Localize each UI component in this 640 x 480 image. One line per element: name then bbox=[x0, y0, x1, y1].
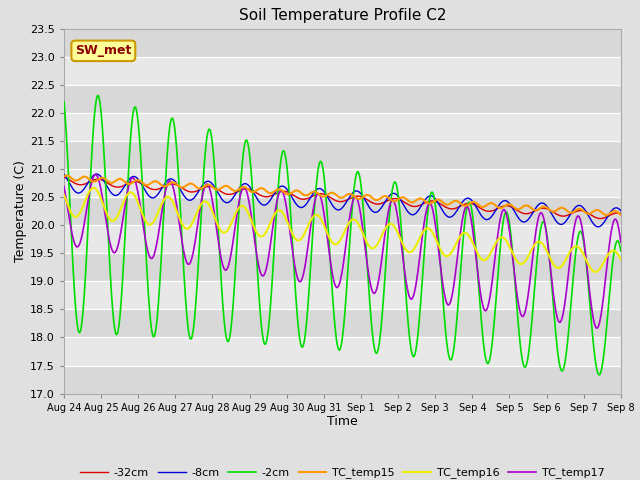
-8cm bbox=[297, 204, 305, 210]
-32cm bbox=[296, 196, 304, 202]
-2cm bbox=[617, 248, 625, 254]
-2cm bbox=[308, 240, 316, 245]
TC_temp17 bbox=[92, 172, 99, 178]
Line: -2cm: -2cm bbox=[64, 96, 621, 375]
-8cm bbox=[126, 175, 134, 181]
Bar bbox=[64, 253, 621, 281]
TC_temp16 bbox=[617, 256, 625, 262]
-8cm bbox=[318, 187, 326, 192]
Bar bbox=[64, 113, 621, 141]
-2cm bbox=[126, 141, 134, 147]
TC_temp15 bbox=[104, 178, 111, 184]
TC_temp15 bbox=[617, 212, 625, 218]
TC_temp15 bbox=[378, 195, 385, 201]
Bar bbox=[64, 141, 621, 169]
-8cm bbox=[378, 205, 385, 211]
TC_temp16 bbox=[90, 185, 97, 191]
TC_temp16 bbox=[308, 215, 316, 221]
-32cm bbox=[617, 211, 625, 216]
-8cm bbox=[93, 171, 100, 177]
TC_temp17 bbox=[593, 325, 601, 331]
Bar bbox=[64, 310, 621, 337]
Legend: -32cm, -8cm, -2cm, TC_temp15, TC_temp16, TC_temp17: -32cm, -8cm, -2cm, TC_temp15, TC_temp16,… bbox=[76, 463, 609, 480]
Line: TC_temp16: TC_temp16 bbox=[64, 188, 621, 272]
Bar bbox=[64, 29, 621, 57]
Bar bbox=[64, 337, 621, 366]
TC_temp15 bbox=[63, 173, 70, 179]
Bar bbox=[64, 85, 621, 113]
Title: Soil Temperature Profile C2: Soil Temperature Profile C2 bbox=[239, 9, 446, 24]
-8cm bbox=[617, 208, 625, 214]
-32cm bbox=[308, 194, 316, 200]
Line: TC_temp15: TC_temp15 bbox=[64, 176, 621, 215]
TC_temp15 bbox=[318, 193, 326, 199]
TC_temp17 bbox=[318, 200, 326, 206]
-2cm bbox=[318, 162, 326, 168]
-2cm bbox=[94, 93, 102, 98]
Bar bbox=[64, 197, 621, 225]
Bar bbox=[64, 225, 621, 253]
-32cm bbox=[126, 180, 134, 186]
-8cm bbox=[60, 172, 68, 178]
TC_temp17 bbox=[104, 227, 111, 232]
TC_temp15 bbox=[297, 190, 305, 195]
Y-axis label: Temperature (C): Temperature (C) bbox=[14, 160, 28, 262]
Bar bbox=[64, 366, 621, 394]
-2cm bbox=[297, 341, 305, 347]
Bar bbox=[64, 169, 621, 197]
TC_temp16 bbox=[591, 269, 599, 275]
TC_temp15 bbox=[126, 181, 134, 187]
Text: SW_met: SW_met bbox=[75, 44, 131, 57]
TC_temp17 bbox=[60, 184, 68, 190]
Line: -32cm: -32cm bbox=[64, 177, 621, 218]
Line: TC_temp17: TC_temp17 bbox=[64, 175, 621, 328]
TC_temp15 bbox=[602, 212, 610, 218]
TC_temp16 bbox=[318, 218, 326, 224]
X-axis label: Time: Time bbox=[327, 415, 358, 429]
-32cm bbox=[377, 201, 385, 206]
-2cm bbox=[104, 217, 111, 223]
TC_temp17 bbox=[617, 239, 625, 245]
-2cm bbox=[60, 99, 68, 105]
TC_temp16 bbox=[60, 192, 68, 198]
TC_temp17 bbox=[297, 278, 305, 284]
TC_temp17 bbox=[126, 179, 134, 184]
-32cm bbox=[318, 191, 326, 197]
-2cm bbox=[595, 372, 603, 378]
-2cm bbox=[378, 323, 385, 329]
-8cm bbox=[308, 192, 316, 198]
TC_temp17 bbox=[308, 213, 316, 219]
TC_temp16 bbox=[297, 237, 305, 242]
TC_temp17 bbox=[378, 261, 385, 266]
TC_temp15 bbox=[308, 189, 316, 195]
TC_temp16 bbox=[378, 234, 385, 240]
TC_temp15 bbox=[60, 174, 68, 180]
TC_temp16 bbox=[126, 190, 134, 195]
Bar bbox=[64, 57, 621, 85]
-8cm bbox=[595, 224, 602, 230]
-32cm bbox=[596, 216, 604, 221]
-8cm bbox=[104, 184, 111, 190]
Line: -8cm: -8cm bbox=[64, 174, 621, 227]
Bar bbox=[64, 281, 621, 310]
-32cm bbox=[60, 174, 68, 180]
TC_temp16 bbox=[104, 212, 111, 218]
-32cm bbox=[103, 180, 111, 186]
